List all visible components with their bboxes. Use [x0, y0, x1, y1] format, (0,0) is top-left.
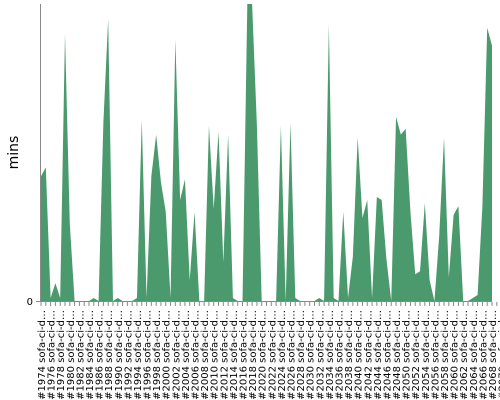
x-tick-label: #1988 sofa-ci-d… — [104, 310, 115, 400]
x-tick-label: #2062 sofa-ci-d… — [459, 310, 470, 400]
x-tick-label: #2032 sofa-ci-d… — [315, 310, 326, 400]
x-tick-label: #2038 sofa-ci-d… — [344, 310, 355, 400]
x-tick-label: #2070 sofa-ci-d… — [498, 310, 500, 400]
x-tick-label: #2068 sofa-ci-d… — [488, 310, 499, 400]
y-axis-ticks: 0 — [27, 297, 41, 308]
x-tick-label: #1986 sofa-ci-d… — [95, 310, 106, 400]
x-tick-label: #2036 sofa-ci-d… — [334, 310, 345, 400]
y-axis-title: mins — [6, 136, 22, 170]
plot-area — [41, 4, 492, 301]
x-tick-label: #2008 sofa-ci-d… — [200, 310, 211, 400]
x-tick-label: #2052 sofa-ci-d… — [411, 310, 422, 400]
x-tick-label: #2054 sofa-ci-d… — [421, 310, 432, 400]
x-tick-label: #1982 sofa-ci-d… — [75, 310, 86, 400]
x-tick-label: #1992 sofa-ci-d… — [123, 310, 134, 400]
x-tick-label: #2044 sofa-ci-d… — [373, 310, 384, 400]
x-tick-label: #2016 sofa-ci-d… — [239, 310, 250, 400]
x-tick-label: #2028 sofa-ci-d… — [296, 310, 307, 400]
x-tick-label: #2048 sofa-ci-d… — [392, 310, 403, 400]
area-series — [41, 4, 492, 301]
x-tick-label: #2042 sofa-ci-d… — [363, 310, 374, 400]
x-tick-label: #2030 sofa-ci-d… — [306, 310, 317, 400]
x-tick-label: #2020 sofa-ci-d… — [258, 310, 269, 400]
x-tick-label: #2058 sofa-ci-d… — [440, 310, 451, 400]
x-tick-label: #1994 sofa-ci-d… — [133, 310, 144, 400]
x-tick-label: #1978 sofa-ci-d… — [56, 310, 67, 400]
x-tick-label: #2002 sofa-ci-d… — [171, 310, 182, 400]
y-tick-label: 0 — [27, 297, 33, 308]
x-tick-label: #2024 sofa-ci-d… — [277, 310, 288, 400]
x-tick-label: #2022 sofa-ci-d… — [267, 310, 278, 400]
x-tick-label: #2014 sofa-ci-d… — [229, 310, 240, 400]
x-tick-label: #2056 sofa-ci-d… — [430, 310, 441, 400]
x-tick-label: #2034 sofa-ci-d… — [325, 310, 336, 400]
x-tick-label: #2064 sofa-ci-d… — [469, 310, 480, 400]
x-tick-label: #2000 sofa-ci-d… — [162, 310, 173, 400]
x-tick-label: #1974 sofa-ci-d… — [37, 310, 48, 400]
x-axis-ticks: #1974 sofa-ci-d…#1976 sofa-ci-d…#1978 so… — [37, 302, 500, 400]
x-tick-label: #2060 sofa-ci-d… — [450, 310, 461, 400]
x-tick-label: #2006 sofa-ci-d… — [191, 310, 202, 400]
x-tick-label: #1980 sofa-ci-d… — [66, 310, 77, 400]
x-tick-label: #2010 sofa-ci-d… — [210, 310, 221, 400]
x-tick-label: #1990 sofa-ci-d… — [114, 310, 125, 400]
x-tick-label: #2040 sofa-ci-d… — [354, 310, 365, 400]
x-tick-label: #1976 sofa-ci-d… — [47, 310, 58, 400]
x-tick-label: #2050 sofa-ci-d… — [402, 310, 413, 400]
x-tick-label: #1996 sofa-ci-d… — [143, 310, 154, 400]
x-tick-label: #2026 sofa-ci-d… — [286, 310, 297, 400]
x-tick-label: #2004 sofa-ci-d… — [181, 310, 192, 400]
x-tick-label: #2018 sofa-ci-d… — [248, 310, 259, 400]
x-tick-label: #2046 sofa-ci-d… — [382, 310, 393, 400]
x-tick-label: #2066 sofa-ci-d… — [478, 310, 489, 400]
x-tick-label: #1998 sofa-ci-d… — [152, 310, 163, 400]
x-tick-label: #2012 sofa-ci-d… — [219, 310, 230, 400]
x-tick-label: #1984 sofa-ci-d… — [85, 310, 96, 400]
